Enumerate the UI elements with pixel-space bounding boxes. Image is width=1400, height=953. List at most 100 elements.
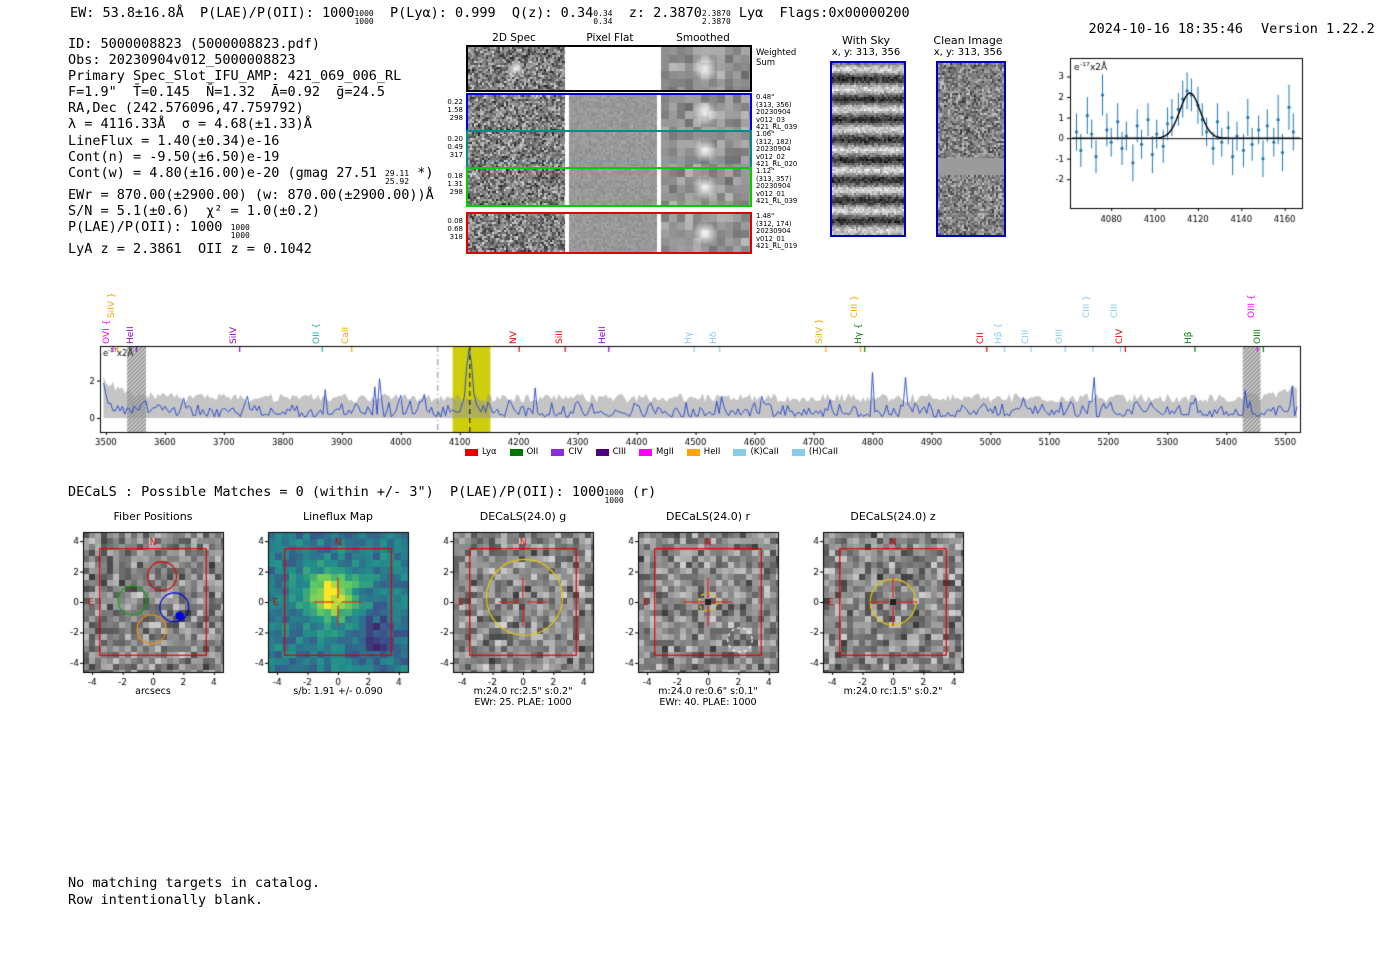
spec2d-montage: 2D Spec Pixel Flat Smoothed Weighted Sum 0… [444,30,836,262]
legend-label: (H)CaII [808,447,838,457]
emission-line-label-h: Hγ [683,331,694,344]
legend-item-ly: Lyα [465,447,497,457]
emission-line-label-caii: CaII [341,326,352,344]
emission-line-label-ciii: CIII } [1082,295,1093,318]
spectrum-legend: Lyα OII CIV CIII MgII HeII (K)CaII (H)CaII [465,447,838,457]
montage-header-2dspec: 2D Spec [492,32,536,44]
emission-line-label-siii: SiII [554,330,565,344]
emission-line-label-siiv: SiIV } [815,318,826,344]
legend-swatch [686,448,700,456]
decals-matches-header: DECaLS : Possible Matches = 0 (within +/… [68,484,657,506]
legend-item-kcaii: (K)CaII [733,447,779,457]
legend-item-civ: CIV [551,447,583,457]
emission-line-label-h: Hβ [1184,331,1195,344]
cutout-caption-lineflux-map-0: s/b: 1.91 +/- 0.090 [293,686,383,697]
cutout-caption-decals-z-0: m:24.0 rc:1.5" s:0.2" [843,686,943,697]
emission-line-label-ciii: CIII [1020,329,1031,344]
legend-item-heii: HeII [686,447,720,457]
emission-line-label-h: Hδ [709,331,720,344]
legend-item-ciii: CIII [595,447,626,457]
emission-line-label-oiii: OIII [1054,328,1065,344]
info-line-6: LineFlux = 1.40(±0.34)e-16 [68,132,280,149]
spec2d-row-1-right-labels: 0.48" (313, 356) 20230904 v012_03 421_RL_039 [756,93,798,132]
footer-line-2: Row intentionally blank. [68,891,264,908]
emission-line-label-ovi: OVI { [102,319,113,344]
cutout-caption-decals-r-0: m:24.0 re:0.6" s:0.1" [658,686,758,697]
cutout-title-lineflux-map: Lineflux Map [302,510,374,523]
legend-swatch [733,448,747,456]
info-line-4: RA,Dec (242.576096,47.759792) [68,100,304,117]
cutout-title-decals-g: DECaLS(24.0) g [479,510,567,523]
emission-line-label-nv: NV [508,331,519,344]
emission-line-label-siiv: SiIV } [107,292,118,318]
legend-swatch [465,448,478,456]
emission-line-label-siiv: SiIV [229,326,240,344]
header-meta: 2024-10-16 18:35:46 Version 1.22.2 [1056,5,1375,53]
legend-label: (K)CaII [750,447,779,457]
info-line-8: Cont(w) = 4.80(±16.00)e-20 (gmag 27.51 2… [68,164,434,187]
info-line-3: F=1.9" T̄=0.145 N̄=1.32 Ā=0.92 ḡ=24.5 [68,84,385,101]
spec2d-row-1-left-labels: 0.22 1.58 298 [447,98,463,122]
emission-line-label-ciii: CIII } [850,295,861,318]
spec2d-row-4-left-labels: 0.08 0.68 318 [447,217,463,241]
info-line-0: ID: 5000008823 (5000008823.pdf) [68,36,320,52]
clean-image-coords: x, y: 313, 356 [933,47,1003,58]
emission-line-label-h: Hγ { [854,323,865,344]
spec2d-row-2-left-labels: 0.20 0.49 317 [447,135,463,159]
spec2d-row-3-right-labels: 1.12" (313, 357) 20230904 v012_01 421_RL_039 [756,167,798,206]
with-sky-coords: x, y: 313, 356 [831,47,901,58]
emission-line-label-heii: HeII [125,326,136,344]
legend-item-mgii: MgII [639,447,674,457]
footer-line-1: No matching targets in catalog. [68,875,320,891]
legend-item-hcaii: (H)CaII [791,447,838,457]
cutout-caption-fiber-positions-0: arcsecs [135,686,171,697]
zoom-spectrum-plot [1036,48,1308,234]
detection-info-block: ID: 5000008823 (5000008823.pdf) Obs: 2023… [68,36,434,257]
spec2d-row-1 [466,93,752,133]
info-line-11: P(LAE)/P(OII): 1000 1000 1000 [68,218,250,241]
cutout-image-fiber-positions [57,524,229,690]
legend-swatch [551,448,565,456]
cutout-title-fiber-positions: Fiber Positions [113,510,193,523]
emission-line-label-ciii: CIII [1110,303,1121,318]
stacked-fraction: 1000 1000 [604,488,624,506]
header-summary: EW: 53.8±16.8Å P(LAE)/P(OII): 1000 1000 10… [70,5,910,27]
emission-line-label-h: Hβ { [993,322,1004,344]
cutout-title-decals-z: DECaLS(24.0) z [850,510,936,523]
montage-header-pixelflat: Pixel Flat [586,32,634,44]
montage-header-smoothed: Smoothed [676,32,730,44]
legend-label: Lyα [482,447,497,457]
emission-line-label-civ: CIV [1114,328,1125,344]
cutout-caption-decals-r-1: EWr: 40. PLAE: 1000 [659,697,757,708]
info-line-5: λ = 4116.33Å σ = 4.68(±1.33)Å [68,116,312,133]
emission-line-label-heii: HeII [598,326,609,344]
with-sky-image [830,61,906,237]
clean-image-title: Clean Image [933,34,1003,47]
cutout-image-decals-r [612,524,784,690]
emission-line-label-oiii: OIII [1252,328,1263,344]
spec2d-row-0 [466,45,752,92]
cutout-title-decals-r: DECaLS(24.0) r [665,510,751,523]
emission-line-label-oii: OII { [311,323,322,344]
cutout-image-decals-g [427,524,599,690]
catalog-footer: No matching targets in catalog. Row inte… [68,875,320,908]
report-datetime: 2024-10-16 18:35:46 [1088,21,1243,37]
info-line-10: S/N = 5.1(±0.6) χ² = 1.0(±0.2) [68,202,320,219]
spec2d-row-0-right-labels: Weighted Sum [756,48,797,68]
spec2d-row-4 [466,212,752,254]
report-version: Version 1.22.2 [1260,21,1375,37]
info-line-7: Cont(n) = -9.50(±6.50)e-19 [68,148,280,165]
legend-label: MgII [656,447,674,457]
spec2d-row-2 [466,130,752,170]
clean-image [936,61,1006,237]
legend-swatch [791,448,805,456]
info-line-1: Obs: 20230904v012_5000008823 [68,52,296,69]
cutout-caption-decals-g-0: m:24.0 rc:2.5" s:0.2" [473,686,573,697]
cutout-caption-decals-g-1: EWr: 25. PLAE: 1000 [474,697,572,708]
legend-swatch [595,448,609,456]
stacked-fraction: 1000 1000 [354,9,374,27]
stacked-fraction: 29.11 25.92 [384,168,410,187]
emission-line-label-oiii: OIII { [1246,294,1257,318]
legend-item-oii: OII [509,447,538,457]
